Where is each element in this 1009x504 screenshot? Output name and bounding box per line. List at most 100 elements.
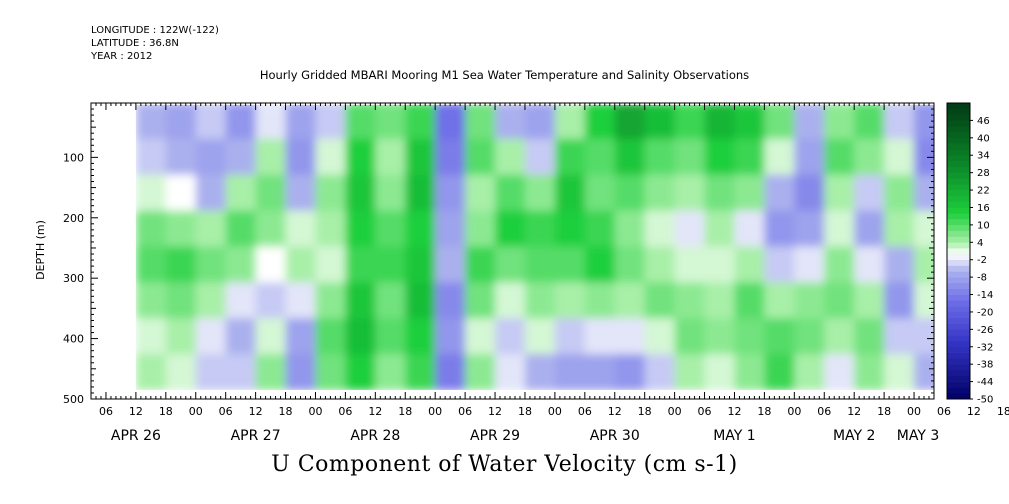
- heatmap-cell: [914, 138, 934, 176]
- colorbar: 46 40 34 28 22 16 10 4 -2 -8 -14 -20 -26 -32 -38 -44 -50: [946, 102, 993, 406]
- heatmap-cell: [135, 354, 167, 391]
- colorbar-label: -26: [977, 325, 993, 336]
- heatmap-cell: [165, 138, 197, 176]
- colorbar-segment: [947, 172, 970, 179]
- y-tick-label: 100: [63, 151, 84, 164]
- heatmap-cell: [135, 103, 167, 140]
- heatmap-cell: [794, 354, 825, 391]
- heatmap-cell: [405, 210, 436, 248]
- colorbar-segment: [947, 201, 970, 208]
- heatmap-cell: [345, 210, 376, 248]
- colorbar-label: -8: [977, 273, 987, 284]
- heatmap-cell: [315, 354, 346, 391]
- heatmap-cell: [255, 103, 287, 140]
- heatmap-cell: [225, 103, 257, 140]
- heatmap-cell: [495, 138, 526, 176]
- heatmap-cell: [435, 318, 466, 355]
- colorbar-border: [946, 102, 971, 400]
- colorbar-segment: [947, 340, 970, 348]
- heatmap-cell: [465, 246, 496, 283]
- heatmap-cell: [764, 138, 795, 176]
- heatmap-cell: [435, 282, 466, 319]
- colorbar-label: 4: [977, 238, 983, 249]
- heatmap-cell: [225, 354, 257, 391]
- heatmap-cell: [225, 282, 257, 319]
- heatmap-cell: [225, 174, 257, 212]
- heatmap-cell: [524, 138, 556, 176]
- heatmap-cell: [584, 138, 616, 176]
- heatmap-cell: [554, 210, 586, 248]
- colorbar-segment: [947, 207, 970, 214]
- y-tick-label: 200: [63, 212, 84, 225]
- heatmap-cell: [195, 282, 227, 319]
- heatmap-cell: [405, 246, 436, 283]
- x-tick-label: 06: [458, 405, 472, 418]
- heatmap-cell: [465, 174, 496, 212]
- colorbar-segment: [947, 282, 970, 290]
- heatmap-cell: [165, 282, 197, 319]
- heatmap-cell: [584, 174, 616, 212]
- heatmap-cell: [435, 210, 466, 248]
- heatmap-cell: [375, 103, 406, 140]
- colorbar-segment: [947, 132, 970, 139]
- x-tick-label: 00: [668, 405, 682, 418]
- x-tick-label: 00: [907, 405, 921, 418]
- colorbar-segment: [947, 242, 970, 249]
- heatmap-cell: [824, 210, 855, 248]
- colorbar-segment: [947, 323, 970, 330]
- colorbar-segment: [947, 166, 970, 173]
- heatmap-cell: [524, 354, 556, 391]
- heatmap-cell: [465, 282, 496, 319]
- x-tick-label: 12: [847, 405, 861, 418]
- x-tick-label: 12: [368, 405, 382, 418]
- colorbar-segment: [947, 253, 970, 261]
- x-tick-label: 18: [638, 405, 652, 418]
- heatmap-cell: [554, 282, 586, 319]
- colorbar-segment: [947, 375, 970, 382]
- colorbar-segment: [947, 387, 970, 394]
- heatmap-cell: [255, 174, 287, 212]
- heatmap-cell: [584, 282, 616, 319]
- colorbar-segment: [947, 352, 970, 359]
- x-tick-label: 06: [937, 405, 951, 418]
- heatmap-cell: [195, 318, 227, 355]
- heatmap-cell: [854, 210, 885, 248]
- heatmap-cell: [465, 354, 496, 391]
- heatmap-cell: [704, 318, 736, 355]
- heatmap-cell: [764, 354, 795, 391]
- heatmap-cell: [135, 318, 167, 355]
- heatmap-cell: [435, 174, 466, 212]
- heatmap-cell: [495, 210, 526, 248]
- heatmap-cell: [495, 103, 526, 140]
- heatmap-cell: [315, 103, 346, 140]
- heatmap-cell: [135, 282, 167, 319]
- x-tick-label: 00: [787, 405, 801, 418]
- heatmap-cell: [195, 354, 227, 391]
- heatmap-cell: [554, 246, 586, 283]
- x-tick-label: 12: [727, 405, 741, 418]
- x-day-label: MAY 3: [897, 428, 939, 444]
- heatmap-cell: [674, 318, 706, 355]
- x-tick-label: 06: [219, 405, 233, 418]
- heatmap-cell: [824, 138, 855, 176]
- colorbar-label: -44: [977, 377, 993, 388]
- heatmap-cell: [584, 210, 616, 248]
- heatmap-cell: [614, 246, 646, 283]
- heatmap-cell: [674, 210, 706, 248]
- colorbar-segment: [947, 103, 970, 110]
- heatmap-cell: [524, 318, 556, 355]
- heatmap-cell: [704, 282, 736, 319]
- heatmap-cell: [554, 138, 586, 176]
- heatmap-cell: [674, 138, 706, 176]
- y-tick-label: 400: [63, 333, 84, 346]
- colorbar-segment: [947, 190, 970, 197]
- colorbar-segment: [947, 311, 970, 319]
- heatmap-field: [135, 103, 934, 391]
- heatmap-cell: [824, 318, 855, 355]
- colorbar-label: -20: [977, 307, 993, 318]
- heatmap-cell: [674, 174, 706, 212]
- colorbar-segment: [947, 248, 970, 255]
- heatmap-cell: [824, 354, 855, 391]
- heatmap-cell: [824, 174, 855, 212]
- heatmap-cell: [584, 103, 616, 140]
